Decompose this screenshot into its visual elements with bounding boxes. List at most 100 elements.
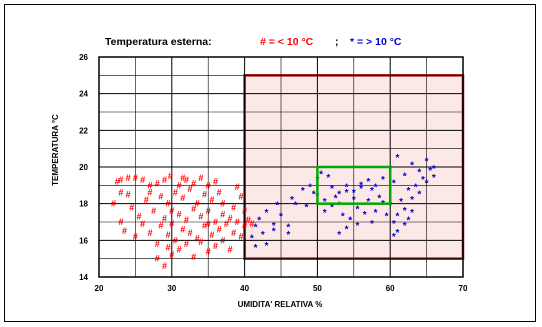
point-warm: *	[272, 221, 276, 232]
point-cold: #	[206, 180, 211, 190]
comfort-zone	[316, 165, 392, 205]
plot-area	[98, 56, 464, 278]
point-cold: #	[122, 226, 127, 236]
point-cold: #	[115, 177, 120, 187]
point-cold: #	[111, 199, 116, 209]
point-warm: *	[312, 190, 316, 201]
point-cold: #	[166, 230, 171, 240]
point-warm: *	[334, 193, 338, 204]
point-cold: #	[191, 179, 196, 189]
point-cold: #	[206, 219, 211, 229]
point-warm: *	[370, 219, 374, 230]
point-cold: #	[158, 221, 163, 231]
point-cold: #	[238, 191, 243, 201]
legend-cold: # = < 10 °C	[260, 36, 314, 48]
point-cold: #	[162, 213, 167, 223]
y-tick-label: 16	[79, 236, 88, 245]
point-cold: #	[231, 202, 236, 212]
point-warm: *	[366, 177, 370, 188]
point-cold: #	[246, 215, 251, 225]
point-warm: *	[257, 215, 261, 226]
point-warm: *	[301, 186, 305, 197]
point-warm: *	[352, 195, 356, 206]
point-warm: *	[410, 160, 414, 171]
point-warm: *	[432, 164, 436, 175]
point-cold: #	[184, 175, 189, 185]
point-cold: #	[202, 221, 207, 231]
point-cold: #	[213, 177, 218, 187]
point-warm: *	[319, 170, 323, 181]
point-cold: #	[155, 179, 160, 189]
point-warm: *	[432, 173, 436, 184]
point-cold: #	[144, 195, 149, 205]
point-cold: #	[217, 224, 222, 234]
point-cold: #	[126, 190, 131, 200]
point-cold: #	[242, 206, 247, 216]
point-cold: #	[133, 173, 138, 183]
point-warm: *	[330, 203, 334, 214]
point-cold: #	[198, 212, 203, 222]
point-warm: *	[399, 197, 403, 208]
point-warm: *	[421, 175, 425, 186]
point-warm: *	[355, 221, 359, 232]
point-cold: #	[184, 215, 189, 225]
point-warm: *	[417, 168, 421, 179]
x-tick-label: 40	[240, 284, 249, 293]
point-cold: #	[238, 232, 243, 242]
point-warm: *	[279, 212, 283, 223]
point-warm: *	[264, 241, 268, 252]
point-cold: #	[231, 228, 236, 238]
point-warm: *	[377, 193, 381, 204]
point-warm: *	[359, 181, 363, 192]
point-cold: #	[147, 180, 152, 190]
point-cold: #	[202, 190, 207, 200]
point-cold: #	[220, 199, 225, 209]
point-cold: #	[228, 213, 233, 223]
point-warm: *	[425, 157, 429, 168]
point-cold: #	[151, 206, 156, 216]
point-warm: *	[410, 208, 414, 219]
y-tick-label: 26	[79, 53, 88, 62]
point-warm: *	[388, 201, 392, 212]
y-tick-label: 14	[79, 273, 88, 282]
point-warm: *	[385, 212, 389, 223]
y-tick-label: 20	[79, 163, 88, 172]
x-tick-label: 70	[459, 284, 468, 293]
point-cold: #	[209, 230, 214, 240]
point-cold: #	[147, 188, 152, 198]
point-warm: *	[254, 243, 258, 254]
point-cold: #	[198, 237, 203, 247]
point-cold: #	[162, 175, 167, 185]
point-cold: #	[198, 173, 203, 183]
point-cold: #	[173, 188, 178, 198]
point-warm: *	[341, 212, 345, 223]
point-cold: #	[140, 175, 145, 185]
point-cold: #	[213, 241, 218, 251]
point-cold: #	[169, 206, 174, 216]
point-cold: #	[187, 184, 192, 194]
point-cold: #	[177, 180, 182, 190]
point-cold: #	[224, 219, 229, 229]
point-cold: #	[206, 206, 211, 216]
point-cold: #	[187, 228, 192, 238]
point-warm: *	[337, 190, 341, 201]
point-cold: #	[220, 210, 225, 220]
legend-warm: * = > 10 °C	[350, 36, 402, 48]
point-warm: *	[363, 210, 367, 221]
point-warm: *	[272, 226, 276, 237]
point-warm: *	[374, 182, 378, 193]
point-cold: #	[206, 246, 211, 256]
point-cold: #	[180, 224, 185, 234]
point-warm: *	[261, 230, 265, 241]
point-cold: #	[235, 217, 240, 227]
legend-separator: ;	[335, 36, 339, 48]
point-warm: *	[286, 223, 290, 234]
point-warm: *	[352, 188, 356, 199]
point-cold: #	[220, 235, 225, 245]
point-warm: *	[392, 219, 396, 230]
point-cold: #	[162, 261, 167, 271]
point-warm: *	[428, 166, 432, 177]
x-tick-label: 20	[95, 284, 104, 293]
point-warm: *	[254, 223, 258, 234]
point-cold: #	[129, 202, 134, 212]
